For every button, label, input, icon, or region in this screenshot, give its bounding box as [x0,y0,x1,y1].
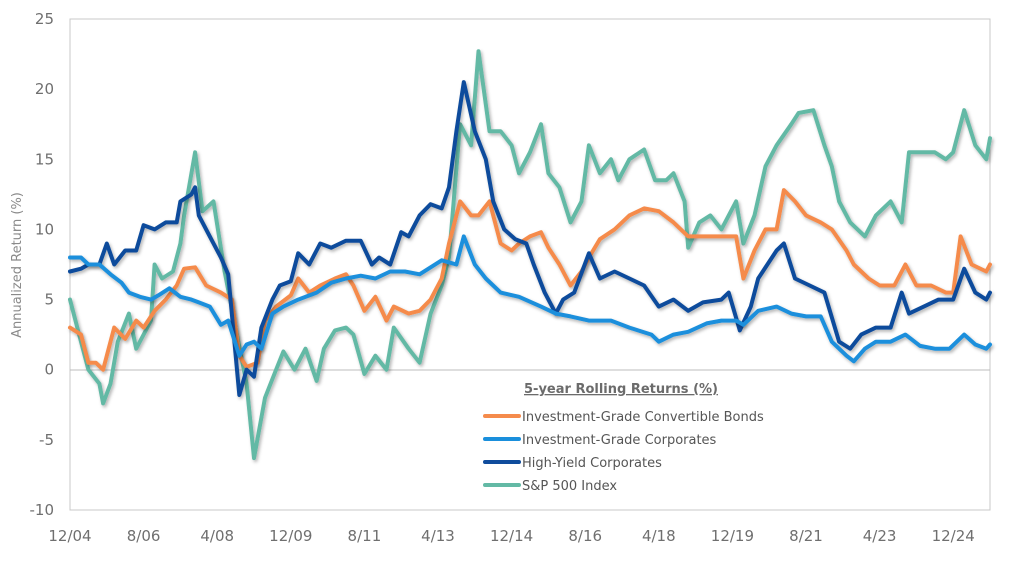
legend-label: Investment-Grade Convertible Bonds [522,410,764,425]
y-tick-label: 0 [44,361,54,379]
series-line-3 [68,49,992,461]
x-tick-label: 12/19 [711,527,754,545]
series-line-2 [68,80,992,397]
y-axis-label: Annualized Return (%) [10,192,25,338]
y-tick-label: -5 [39,431,54,449]
y-tick-label: 20 [35,80,54,98]
x-tick-label: 12/04 [48,527,91,545]
x-tick-label: 8/06 [127,527,161,545]
legend-label: Investment-Grade Corporates [522,433,717,448]
legend: 5-year Rolling Returns (%) Investment-Gr… [483,382,764,494]
x-tick-label: 12/24 [932,527,975,545]
x-tick-label: 4/18 [642,527,676,545]
x-tick-label: 8/16 [568,527,602,545]
series-line-1 [68,234,992,364]
x-tick-label: 4/13 [421,527,455,545]
x-tick-label: 4/08 [200,527,234,545]
y-tick-label: 10 [35,220,54,238]
x-tick-label: 12/09 [269,527,312,545]
x-tick-label: 4/23 [863,527,897,545]
legend-label: High-Yield Corporates [522,456,662,471]
y-tick-label: 5 [44,291,54,309]
x-tick-label: 12/14 [490,527,533,545]
legend-label: S&P 500 Index [522,479,617,494]
x-tick-label: 8/21 [789,527,823,545]
legend-title: 5-year Rolling Returns (%) [524,382,718,397]
y-tick-label: -10 [30,501,55,519]
y-tick-label: 25 [35,10,54,28]
x-tick-label: 8/11 [348,527,382,545]
y-tick-label: 15 [35,150,54,168]
series-line-0 [68,188,992,372]
